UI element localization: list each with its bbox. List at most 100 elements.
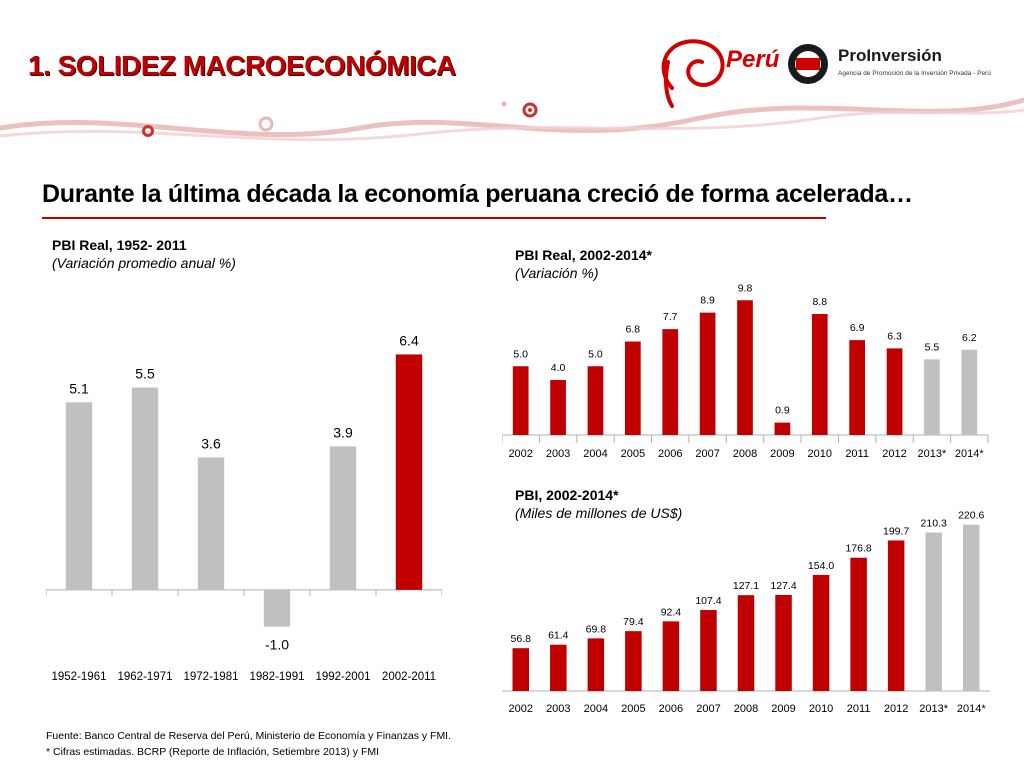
chart2-bar xyxy=(774,422,791,435)
chart2-category-label: 2014* xyxy=(955,448,984,460)
chart2-category-label: 2003 xyxy=(546,448,570,460)
chart1-category-label: 1962-1971 xyxy=(118,671,173,683)
chart2-category-label: 2012 xyxy=(882,448,906,460)
source-text: Fuente: Banco Central de Reserva del Per… xyxy=(46,730,452,742)
chart1-bar xyxy=(395,354,423,590)
chart1-title: PBI Real, 1952- 2011 xyxy=(52,237,187,253)
proinversion-logo xyxy=(788,44,828,84)
chart1-bar xyxy=(263,589,291,627)
chart3-bar xyxy=(887,540,905,691)
chart2-category-label: 2002 xyxy=(508,448,532,460)
chart1-bar xyxy=(65,402,93,590)
chart3-category-label: 2011 xyxy=(847,703,871,715)
chart2-data-label: 5.0 xyxy=(588,348,603,360)
chart3-bar xyxy=(812,574,830,691)
chart1-data-label: 6.4 xyxy=(399,332,419,348)
chart3-data-label: 56.8 xyxy=(511,633,532,645)
chart1-bar xyxy=(131,387,159,590)
subtitle-underline xyxy=(42,217,826,219)
chart3-category-label: 2006 xyxy=(659,703,683,715)
chart2-data-label: 9.8 xyxy=(738,282,753,294)
chart1-category-label: 1982-1991 xyxy=(250,671,305,683)
chart3-category-label: 2007 xyxy=(696,703,720,715)
chart3-category-label: 2008 xyxy=(734,703,758,715)
chart2-data-label: 6.2 xyxy=(962,332,977,344)
chart3-category-label: 2002 xyxy=(509,703,533,715)
chart2-title: PBI Real, 2002-2014* xyxy=(515,247,652,263)
chart1-title-block: PBI Real, 1952- 2011 (Variación promedio… xyxy=(52,236,236,272)
chart2-category-label: 2009 xyxy=(770,448,794,460)
chart3-data-label: 127.4 xyxy=(770,580,796,592)
chart-pbi-real-2002-2014: 5.0 2002 4.0 2003 5.0 2004 6.8 2005 7.7 2006 8.9 20… xyxy=(502,282,989,460)
chart3-bar xyxy=(737,595,755,691)
estimate-note: * Cifras estimadas. BCRP (Reporte de Inf… xyxy=(46,746,380,758)
chart3-category-label: 2003 xyxy=(546,703,570,715)
chart2-category-label: 2008 xyxy=(733,448,757,460)
chart1-data-label: 5.1 xyxy=(69,380,89,396)
chart3-category-label: 2004 xyxy=(584,703,608,715)
chart1-data-label: 3.9 xyxy=(333,424,353,440)
chart2-data-label: 8.9 xyxy=(700,295,715,307)
chart2-bar xyxy=(737,300,753,435)
chart3-data-label: 107.4 xyxy=(695,595,721,607)
chart2-bar xyxy=(961,349,978,435)
chart3-data-label: 176.8 xyxy=(845,543,871,555)
page-subtitle: Durante la última década la economía per… xyxy=(42,180,913,208)
chart2-category-label: 2005 xyxy=(621,448,645,460)
chart2-bar xyxy=(550,380,566,435)
chart3-bar xyxy=(962,524,980,691)
chart3-bar xyxy=(512,648,530,691)
chart3-data-label: 154.0 xyxy=(808,560,834,572)
chart2-category-label: 2011 xyxy=(845,448,869,460)
chart3-bar xyxy=(625,631,642,691)
chart2-bar xyxy=(849,340,866,435)
chart-pbi-usd-2002-2014: 56.8 2002 61.4 2003 69.8 2004 79.4 2005 92.4 2006… xyxy=(502,510,990,715)
swirl-dot xyxy=(142,125,154,137)
chart1-category-label: 2002-2011 xyxy=(382,671,436,683)
chart2-data-label: 5.5 xyxy=(925,341,940,353)
chart3-category-label: 2005 xyxy=(621,703,645,715)
chart2-data-label: 4.0 xyxy=(551,362,566,374)
chart2-data-label: 0.9 xyxy=(775,405,790,417)
chart3-title-block: PBI, 2002-2014* (Miles de millones de US… xyxy=(515,486,682,522)
chart3-data-label: 92.4 xyxy=(661,606,682,618)
chart2-bar xyxy=(811,314,828,435)
chart2-bar xyxy=(662,329,679,435)
chart3-bar xyxy=(550,644,567,691)
chart2-data-label: 7.7 xyxy=(663,311,678,323)
chart3-category-label: 2012 xyxy=(884,703,908,715)
chart1-category-label: 1952-1961 xyxy=(52,671,107,683)
chart1-data-label: -1.0 xyxy=(265,637,289,653)
chart-pbi-real-1952-2011: 5.1 1952-1961 5.5 1962-1971 3.6 1972-1981 -1.0… xyxy=(46,332,442,683)
chart3-data-label: 79.4 xyxy=(623,616,644,628)
chart2-bar xyxy=(699,312,716,435)
chart3-bar xyxy=(662,621,680,691)
chart1-category-label: 1972-1981 xyxy=(184,671,239,683)
chart1-bar xyxy=(329,446,357,590)
logo-proinversion-text: ProInversión xyxy=(838,46,942,65)
chart3-data-label: 220.6 xyxy=(958,510,984,522)
chart2-title-block: PBI Real, 2002-2014* (Variación %) xyxy=(515,246,652,282)
chart2-data-label: 6.8 xyxy=(626,324,641,336)
chart3-data-label: 127.1 xyxy=(733,580,759,592)
chart3-category-label: 2009 xyxy=(771,703,795,715)
page-title: 1. SOLIDEZ MACROECONÓMICA xyxy=(28,50,456,81)
chart2-data-label: 6.9 xyxy=(850,322,865,334)
chart2-category-label: 2010 xyxy=(808,448,832,460)
chart2-bar xyxy=(624,341,641,435)
chart2-category-label: 2013* xyxy=(918,448,947,460)
chart3-category-label: 2013* xyxy=(919,703,948,715)
logo-proinversion-tagline: Agencia de Promoción de la Inversión Pri… xyxy=(838,70,991,77)
chart2-bar xyxy=(924,359,940,435)
chart3-bar xyxy=(775,594,792,691)
chart1-bar xyxy=(197,457,225,590)
chart3-data-label: 61.4 xyxy=(548,630,569,642)
chart3-subtitle: (Miles de millones de US$) xyxy=(515,505,683,521)
peru-logo xyxy=(661,39,725,108)
chart1-data-label: 3.6 xyxy=(201,435,221,451)
chart1-data-label: 5.5 xyxy=(135,366,155,382)
chart3-data-label: 199.7 xyxy=(883,525,909,537)
chart1-category-label: 1992-2001 xyxy=(316,671,371,683)
chart3-bar xyxy=(587,638,605,691)
chart2-bar xyxy=(512,366,529,435)
